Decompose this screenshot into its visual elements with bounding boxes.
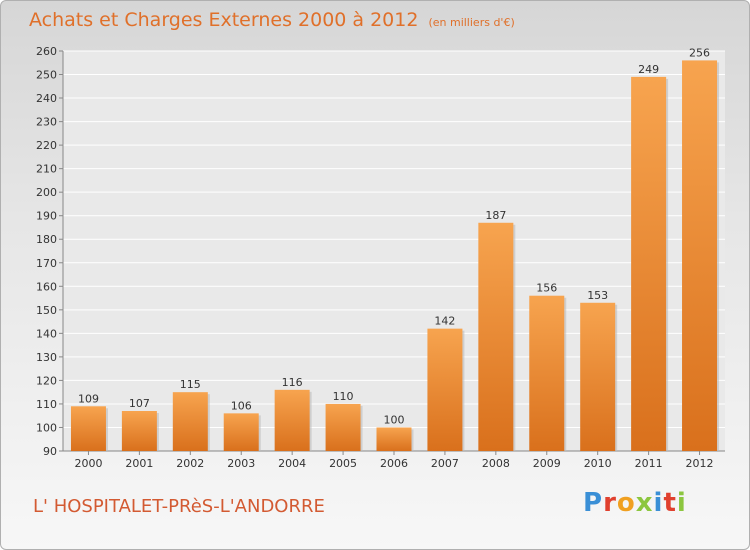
bar (223, 413, 259, 451)
bar-value-label: 249 (638, 63, 659, 76)
bar (376, 427, 412, 451)
x-tick-label: 2011 (635, 457, 663, 470)
logo-letter: x (635, 488, 654, 518)
bar-value-label: 115 (180, 378, 201, 391)
y-tick-label: 240 (36, 92, 57, 105)
logo-letter: t (663, 488, 677, 518)
bar-value-label: 100 (384, 413, 405, 426)
chart-title: Achats et Charges Externes 2000 à 2012 (e… (29, 9, 515, 31)
y-tick-label: 90 (43, 445, 57, 458)
bar (478, 222, 514, 451)
x-tick-label: 2007 (431, 457, 459, 470)
y-tick-label: 110 (36, 398, 57, 411)
x-tick-label: 2001 (125, 457, 153, 470)
bar (70, 406, 106, 451)
logo-letter: r (603, 488, 617, 518)
x-tick-label: 2008 (482, 457, 510, 470)
x-tick-label: 2009 (533, 457, 561, 470)
y-tick-label: 250 (36, 69, 57, 82)
y-tick-label: 260 (36, 45, 57, 58)
bar-value-label: 116 (282, 376, 303, 389)
bar-value-label: 107 (129, 397, 150, 410)
logo-letter: o (616, 488, 636, 518)
logo-letter: P (583, 488, 604, 518)
bar-value-label: 106 (231, 399, 252, 412)
bar (631, 76, 667, 451)
bar (580, 302, 616, 451)
y-tick-label: 220 (36, 139, 57, 152)
bar (682, 60, 718, 451)
y-tick-label: 210 (36, 163, 57, 176)
logo-letter: i (653, 488, 664, 518)
y-tick-label: 190 (36, 210, 57, 223)
bar (427, 328, 463, 451)
y-tick-label: 100 (36, 421, 57, 434)
logo-letter: i (676, 488, 687, 518)
x-tick-label: 2012 (686, 457, 714, 470)
bar (274, 389, 310, 451)
y-tick-label: 120 (36, 374, 57, 387)
bar-value-label: 156 (536, 282, 557, 295)
proxiti-logo: Proxiti (583, 488, 687, 518)
x-tick-label: 2005 (329, 457, 357, 470)
y-tick-label: 150 (36, 304, 57, 317)
bar (529, 295, 565, 451)
y-tick-label: 140 (36, 327, 57, 340)
chart-subtitle: (en milliers d'€) (428, 16, 515, 29)
y-tick-label: 230 (36, 116, 57, 129)
chart-title-text: Achats et Charges Externes 2000 à 2012 (29, 9, 419, 31)
city-name: L' HOSPITALET-PRèS-L'ANDORRE (33, 496, 325, 517)
y-tick-label: 200 (36, 186, 57, 199)
x-tick-label: 2002 (176, 457, 204, 470)
bar-value-label: 110 (333, 390, 354, 403)
y-tick-label: 160 (36, 280, 57, 293)
bar (121, 411, 157, 451)
x-tick-label: 2010 (584, 457, 612, 470)
bar (172, 392, 208, 451)
bar-value-label: 109 (78, 392, 99, 405)
x-tick-label: 2006 (380, 457, 408, 470)
y-tick-label: 170 (36, 257, 57, 270)
y-tick-label: 180 (36, 233, 57, 246)
bar-value-label: 256 (689, 46, 710, 59)
x-tick-label: 2003 (227, 457, 255, 470)
x-tick-label: 2000 (74, 457, 102, 470)
x-tick-label: 2004 (278, 457, 306, 470)
y-tick-label: 130 (36, 351, 57, 364)
bar-value-label: 187 (485, 209, 506, 222)
bar (325, 403, 361, 451)
bar-value-label: 153 (587, 289, 608, 302)
bar-value-label: 142 (434, 315, 455, 328)
plot-area (63, 51, 725, 451)
